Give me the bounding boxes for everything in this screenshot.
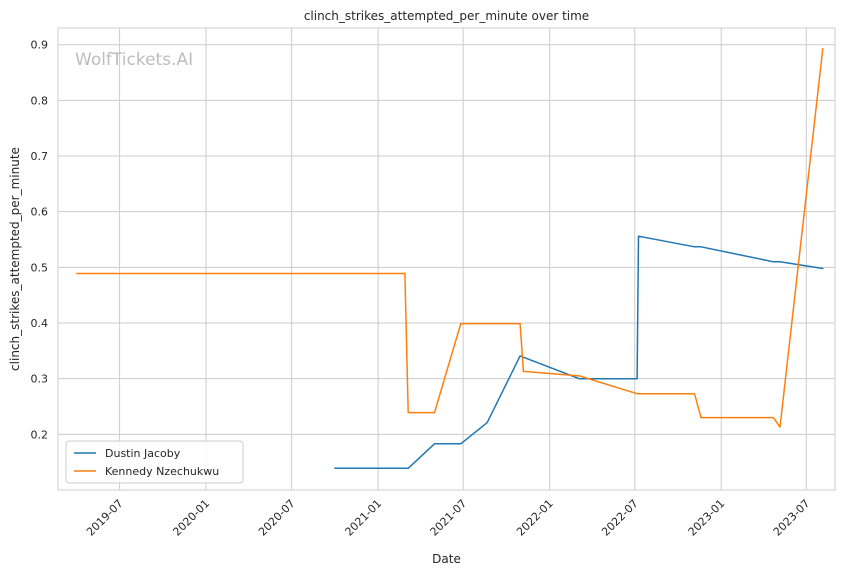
watermark-text: WolfTickets.AI xyxy=(75,50,193,70)
y-tick-label: 0.3 xyxy=(31,373,49,386)
series-line-1 xyxy=(76,47,824,428)
legend-label-1: Kennedy Nzechukwu xyxy=(105,465,219,478)
legend-label-0: Dustin Jacoby xyxy=(105,447,181,460)
y-tick-label: 0.2 xyxy=(31,428,49,441)
y-axis-title: clinch_strikes_attempted_per_minute xyxy=(8,147,22,371)
series-layer xyxy=(76,47,824,470)
y-tick-label: 0.8 xyxy=(31,94,49,107)
legend-box xyxy=(65,440,244,484)
x-axis-title: Date xyxy=(432,552,461,566)
y-tick-label: 0.9 xyxy=(31,39,49,52)
series-line-0 xyxy=(334,235,824,470)
legend: Dustin Jacoby Kennedy Nzechukwu xyxy=(65,440,244,484)
y-tick-label: 0.6 xyxy=(31,206,49,219)
chart-title: clinch_strikes_attempted_per_minute over… xyxy=(304,9,589,23)
plot-frame xyxy=(57,27,836,491)
y-tick-label: 0.7 xyxy=(31,150,49,163)
y-tick-label: 0.4 xyxy=(31,317,49,330)
y-tick-label: 0.5 xyxy=(31,261,49,274)
grid-layer xyxy=(58,28,835,490)
